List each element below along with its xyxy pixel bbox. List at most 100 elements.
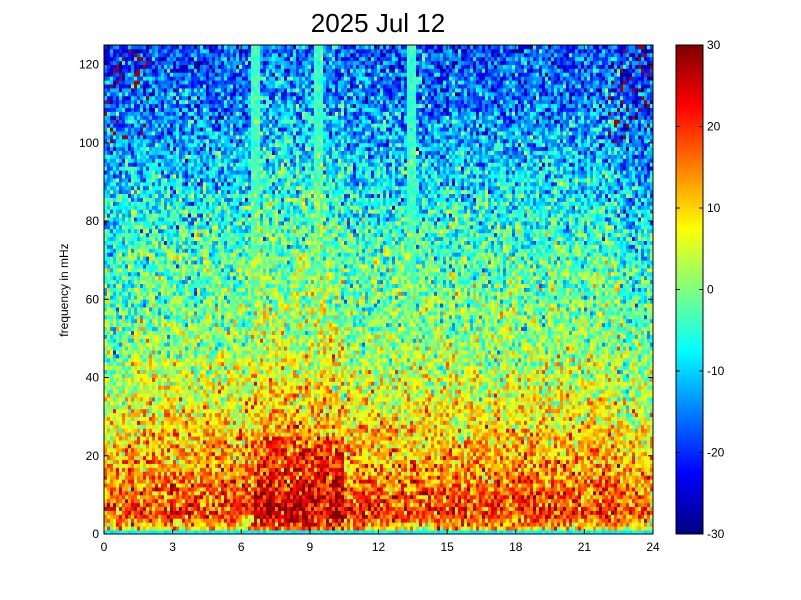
heatmap-cell — [182, 502, 186, 508]
heatmap-cell — [197, 56, 201, 62]
heatmap-cell — [113, 228, 117, 234]
heatmap-cell — [152, 221, 156, 226]
heatmap-cell — [110, 307, 114, 312]
heatmap-cell — [221, 299, 225, 304]
heatmap-cell — [218, 224, 222, 230]
heatmap-cell — [206, 193, 210, 198]
heatmap-cell — [188, 170, 192, 175]
heatmap-cell — [194, 189, 198, 195]
heatmap-cell — [107, 193, 111, 198]
heatmap-cell — [140, 432, 144, 437]
heatmap-cell — [125, 158, 129, 163]
heatmap-cell — [182, 463, 186, 468]
heatmap-cell — [185, 115, 189, 120]
heatmap-cell — [218, 189, 222, 195]
heatmap-cell — [140, 76, 144, 81]
heatmap-cell — [122, 357, 126, 363]
heatmap-cell — [155, 334, 159, 339]
heatmap-cell — [215, 487, 219, 492]
heatmap-cell — [149, 369, 153, 375]
heatmap-cell — [116, 365, 120, 371]
heatmap-cell — [128, 420, 132, 425]
heatmap-cell — [113, 154, 117, 159]
heatmap-cell — [158, 424, 162, 429]
heatmap-cell — [185, 244, 189, 249]
heatmap-cell — [215, 189, 219, 195]
heatmap-cell — [191, 189, 195, 195]
heatmap-cell — [218, 48, 222, 54]
heatmap-cell — [185, 436, 189, 441]
heatmap-cell — [206, 64, 210, 69]
heatmap-cell — [143, 283, 147, 288]
heatmap-cell — [179, 385, 183, 390]
heatmap-cell — [116, 494, 120, 500]
heatmap-cell — [182, 217, 186, 222]
heatmap-cell — [143, 318, 147, 324]
heatmap-cell — [125, 522, 129, 527]
heatmap-cell — [188, 72, 192, 77]
heatmap-cell — [203, 475, 207, 480]
heatmap-cell — [164, 142, 168, 148]
heatmap-cell — [149, 373, 153, 378]
heatmap-cell — [131, 213, 135, 218]
heatmap-cell — [104, 490, 108, 496]
heatmap-cell — [200, 279, 204, 285]
heatmap-cell — [197, 76, 201, 81]
heatmap-cell — [137, 400, 141, 406]
heatmap-cell — [179, 123, 183, 128]
heatmap-cell — [188, 334, 192, 339]
heatmap-cell — [152, 103, 156, 108]
heatmap-cell — [206, 369, 210, 375]
heatmap-cell — [110, 342, 114, 347]
heatmap-cell — [218, 400, 222, 406]
heatmap-cell — [215, 197, 219, 202]
heatmap-cell — [164, 397, 168, 402]
heatmap-cell — [134, 318, 138, 324]
heatmap-cell — [179, 307, 183, 312]
heatmap-cell — [128, 338, 132, 343]
heatmap-cell — [212, 432, 216, 437]
heatmap-cell — [200, 514, 204, 519]
heatmap-cell — [206, 48, 210, 54]
heatmap-cell — [155, 84, 159, 89]
heatmap-cell — [215, 221, 219, 226]
heatmap-cell — [125, 467, 129, 472]
heatmap-cell — [116, 326, 120, 331]
heatmap-cell — [146, 228, 150, 234]
heatmap-cell — [128, 369, 132, 375]
heatmap-cell — [119, 76, 123, 81]
heatmap-cell — [149, 181, 153, 187]
heatmap-cell — [119, 455, 123, 461]
heatmap-cell — [122, 346, 126, 351]
heatmap-cell — [209, 404, 213, 410]
heatmap-cell — [218, 228, 222, 234]
heatmap-cell — [203, 252, 207, 257]
heatmap-cell — [116, 436, 120, 441]
heatmap-cell — [200, 487, 204, 492]
heatmap-cell — [140, 166, 144, 171]
heatmap-cell — [200, 185, 204, 191]
heatmap-cell — [116, 181, 120, 187]
heatmap-cell — [146, 303, 150, 308]
heatmap-cell — [143, 479, 147, 484]
heatmap-cell — [128, 127, 132, 132]
heatmap-cell — [113, 88, 117, 93]
heatmap-cell — [191, 526, 195, 531]
heatmap-cell — [155, 518, 159, 523]
heatmap-cell — [113, 60, 117, 65]
heatmap-cell — [104, 506, 108, 511]
heatmap-cell — [203, 271, 207, 277]
heatmap-cell — [212, 213, 216, 218]
heatmap-cell — [197, 459, 201, 464]
heatmap-cell — [173, 213, 177, 218]
heatmap-cell — [212, 299, 216, 304]
heatmap-cell — [191, 498, 195, 504]
heatmap-cell — [185, 444, 189, 449]
heatmap-cell — [107, 334, 111, 339]
heatmap-cell — [221, 400, 225, 406]
heatmap-cell — [173, 84, 177, 89]
heatmap-cell — [218, 217, 222, 222]
heatmap-cell — [152, 303, 156, 308]
heatmap-cell — [143, 84, 147, 89]
heatmap-cell — [107, 84, 111, 89]
